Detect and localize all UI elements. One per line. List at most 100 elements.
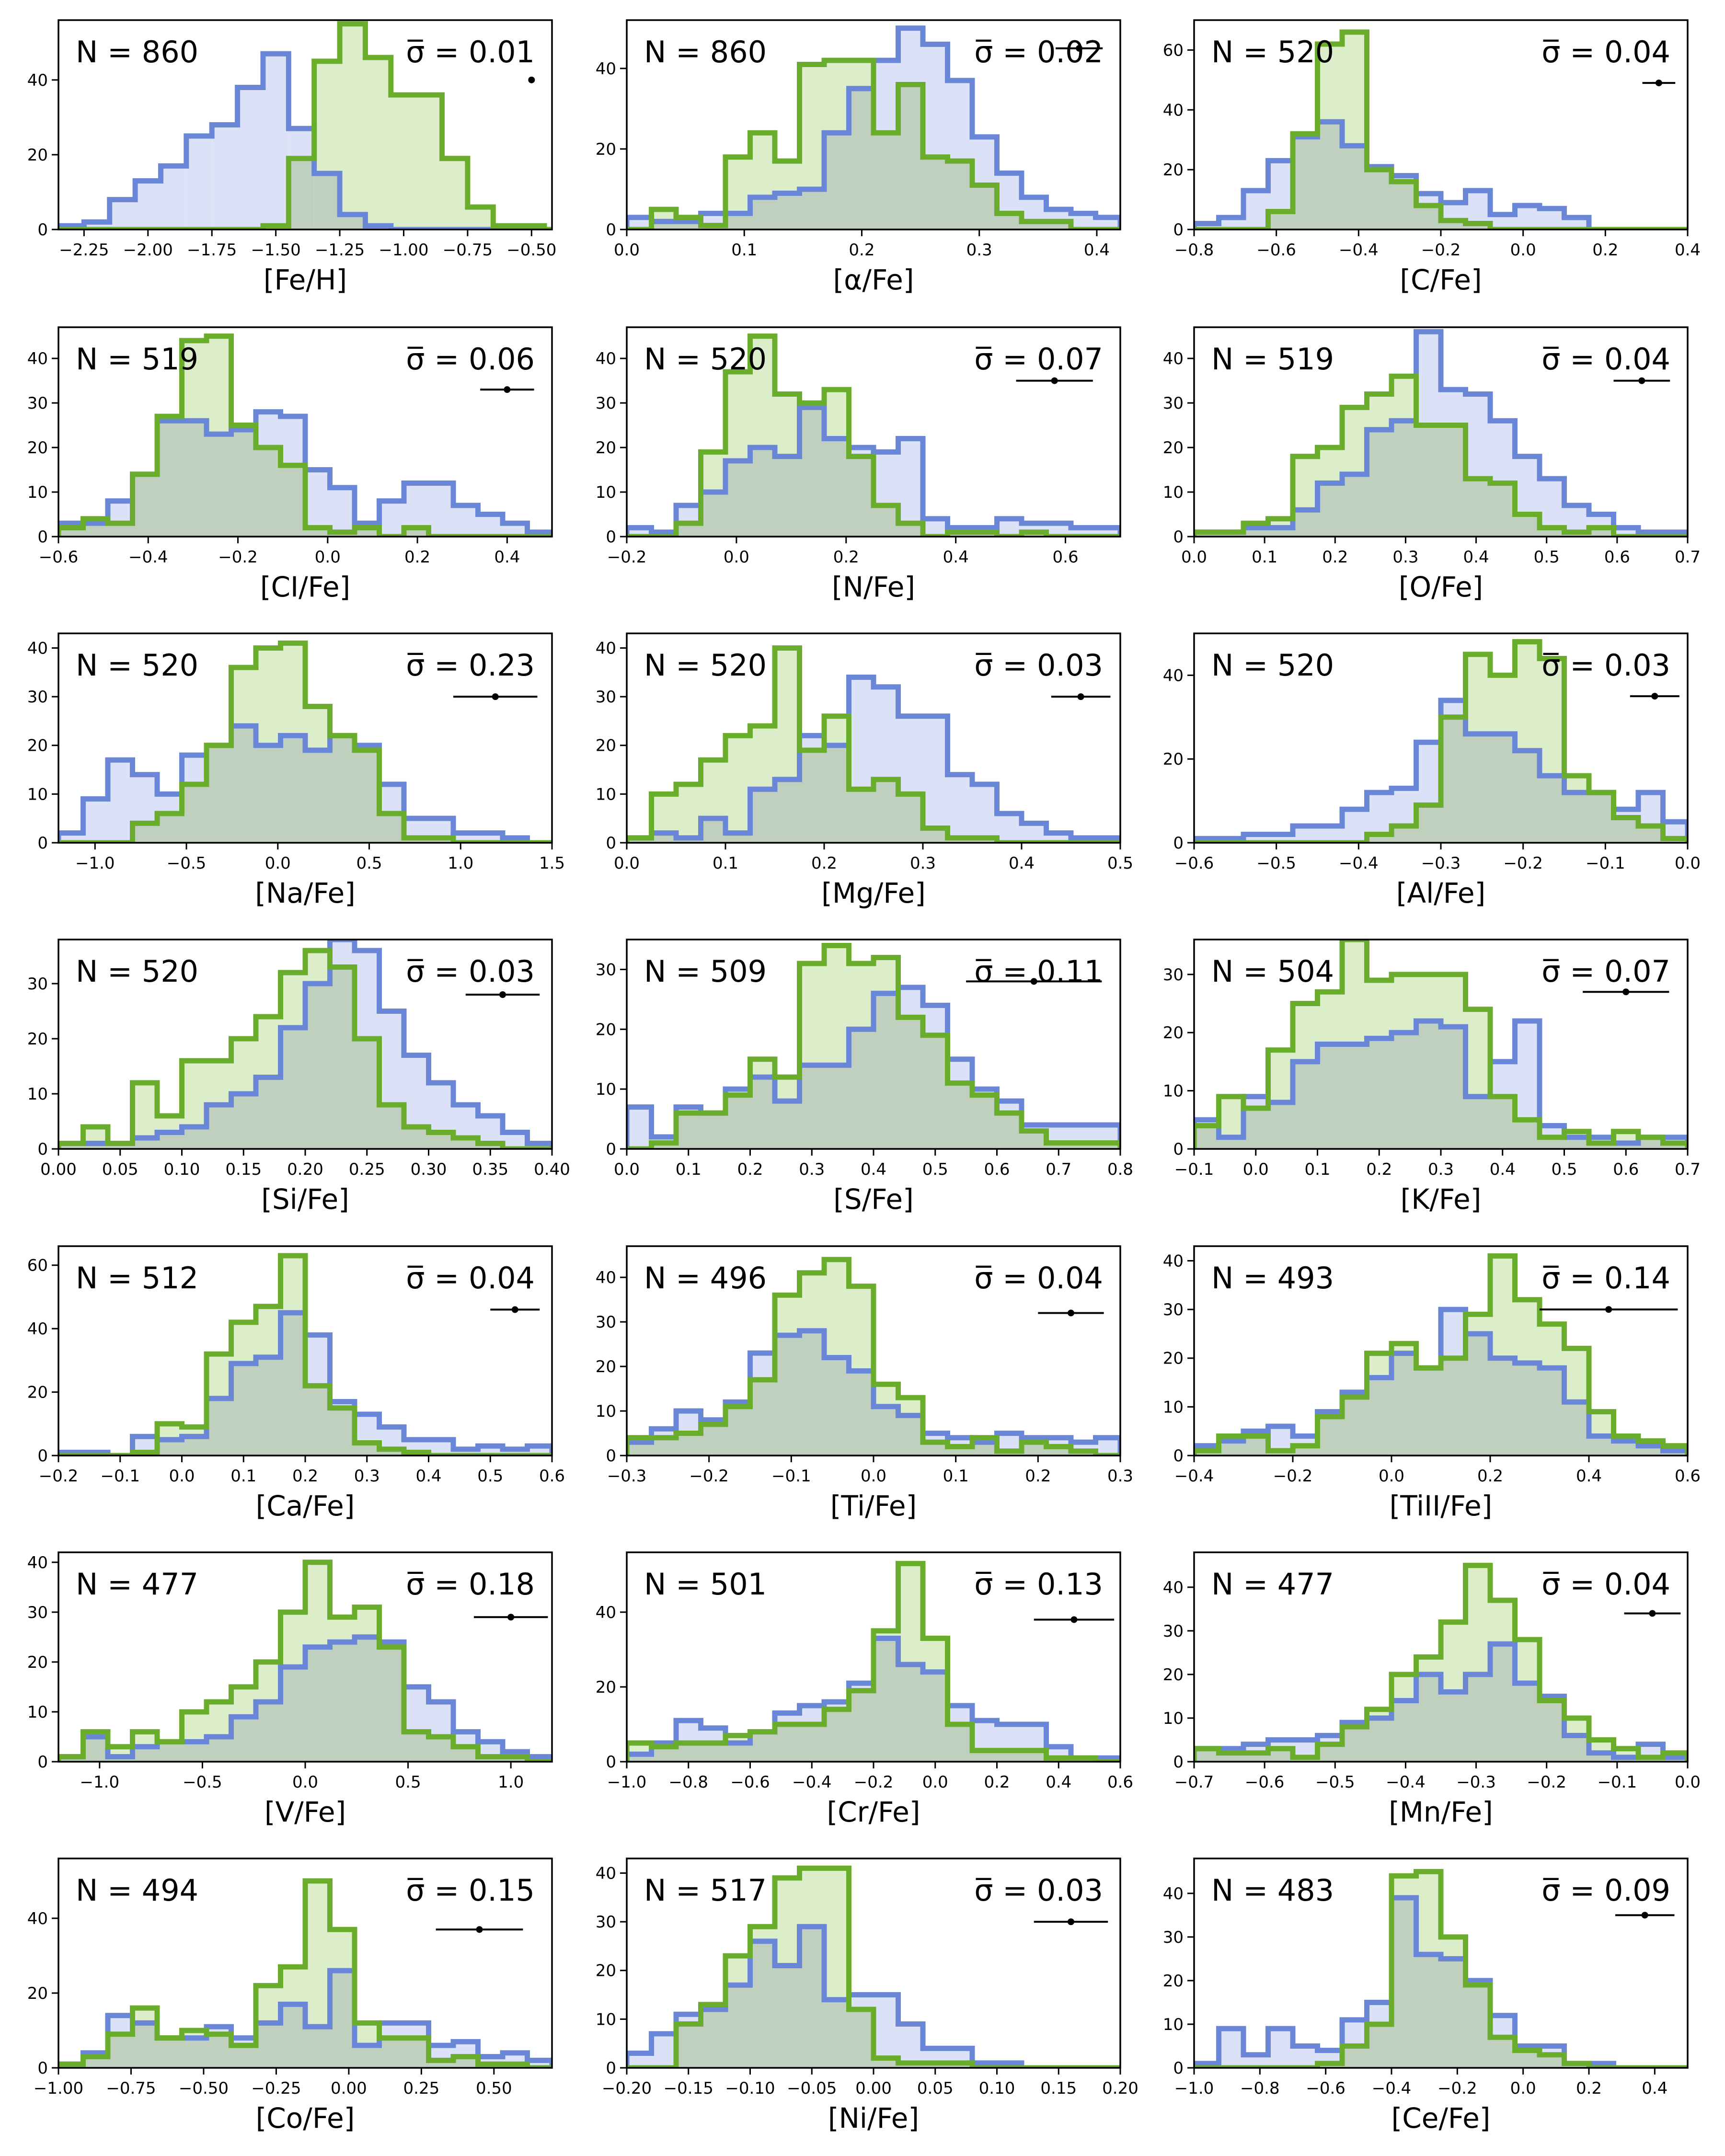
sigma-label: σ̅ = 0.04: [406, 1261, 535, 1296]
histogram-bin-excess: [182, 755, 207, 785]
histogram-bin-overlap: [824, 1065, 849, 1149]
x-tick-label: 0.0: [1181, 548, 1207, 567]
x-tick-label: 0.1: [676, 1160, 702, 1179]
x-tick-label: −0.5: [1256, 854, 1296, 873]
x-tick-label: −0.4: [1174, 1467, 1214, 1486]
histogram-bin-overlap: [379, 1105, 404, 1149]
y-tick-label: 30: [27, 975, 48, 994]
histogram-bin-excess: [1465, 190, 1490, 224]
histogram-bin-excess: [799, 1868, 824, 1927]
histogram-bin-overlap: [207, 1736, 231, 1762]
x-tick-label: −0.6: [39, 548, 79, 567]
histogram-bin-excess: [280, 416, 305, 466]
y-tick-label: 40: [27, 71, 48, 90]
histogram-bin-excess: [404, 483, 429, 528]
histogram-bin-overlap: [750, 1732, 775, 1762]
y-tick-label: 10: [596, 2010, 616, 2029]
histogram-bin-overlap: [305, 1386, 330, 1456]
x-tick-label: 0.4: [1490, 1160, 1516, 1179]
x-axis-label: [N/Fe]: [832, 571, 915, 603]
axes-frame: [626, 19, 1121, 230]
histogram-panel: 0.0 0.1 0.2 0.3 0.4 0 20 40 [α/Fe] N = 860 σ̅ = 0.…: [596, 19, 1121, 296]
error-bar-point: [1076, 45, 1083, 52]
y-tick-label: 20: [596, 1357, 616, 1376]
histogram-bin-overlap: [231, 1094, 256, 1149]
histogram-bin-overlap: [1392, 1032, 1416, 1149]
histogram-bin-overlap: [1392, 1700, 1416, 1762]
x-tick-label: −0.1: [100, 1467, 140, 1486]
histogram-bin-overlap: [1243, 1108, 1268, 1149]
x-axis-label: [Na/Fe]: [255, 877, 356, 909]
histogram-bin-overlap: [1317, 122, 1342, 229]
histogram-bin-overlap: [428, 1132, 453, 1149]
y-tick-label: 0: [37, 2059, 48, 2078]
y-tick-label: 0: [1173, 1140, 1184, 1159]
histogram-bin-overlap: [1515, 2050, 1540, 2068]
histogram-bin-excess: [824, 1259, 849, 1358]
histogram-bin-excess: [1564, 1348, 1589, 1402]
series-blue-outline: [58, 723, 552, 843]
histogram-bin-excess: [1367, 792, 1392, 835]
histogram-bin-excess: [135, 181, 161, 229]
histogram-bin-overlap: [182, 784, 207, 843]
histogram-bin-excess: [1416, 1657, 1441, 1674]
histogram-bin-overlap: [651, 1437, 676, 1456]
x-tick-label: 0.40: [534, 1160, 570, 1179]
x-tick-label: 0.4: [1576, 1467, 1602, 1486]
error-bar-point: [1068, 1309, 1074, 1317]
x-tick-label: −0.5: [183, 1773, 222, 1792]
histogram-bin-excess: [1564, 776, 1589, 793]
histogram-bin-overlap: [1342, 1397, 1367, 1456]
sample-size-label: N = 493: [1211, 1261, 1334, 1296]
histogram-bin-excess: [775, 1295, 800, 1335]
x-tick-label: −0.8: [1174, 241, 1214, 260]
histogram-bin-overlap: [1367, 1718, 1392, 1762]
x-tick-label: 0.8: [1107, 1160, 1133, 1179]
histogram-bin-overlap: [1392, 421, 1416, 537]
y-tick-label: 0: [606, 1140, 616, 1159]
histogram-bin-overlap: [453, 1138, 478, 1149]
histogram-bin-excess: [83, 1127, 108, 1144]
histogram-bin-excess: [849, 963, 874, 1030]
histogram-bin-excess: [280, 1967, 305, 2005]
y-tick-label: 0: [37, 528, 48, 547]
histogram-bin-overlap: [775, 1724, 800, 1762]
histogram-bin-overlap: [157, 1439, 182, 1456]
histogram-bin-excess: [305, 470, 330, 528]
axes-frame: [58, 19, 553, 230]
error-bar-point: [499, 991, 506, 998]
histogram-bin-excess: [627, 1743, 652, 1755]
x-tick-label: 0.5: [1107, 854, 1133, 873]
x-tick-label: −0.6: [730, 1773, 770, 1792]
error-bar-point: [1638, 377, 1645, 384]
histogram-bin-excess: [874, 1384, 898, 1407]
plot-area: [58, 21, 552, 229]
histogram-bin-excess: [627, 1107, 652, 1149]
error-bar-point: [492, 693, 499, 700]
histogram-bin-excess: [207, 336, 231, 435]
histogram-bin-excess: [701, 760, 725, 819]
series-green-outline: [627, 57, 1120, 229]
x-tick-label: 0.35: [472, 1160, 508, 1179]
histogram-panel: −0.4 −0.2 0.0 0.2 0.4 0.6 0 10 20 30 40 [TiII/Fe] N …: [1163, 1245, 1701, 1522]
histogram-bin-overlap: [305, 1647, 330, 1762]
histogram-bin-overlap: [1392, 1353, 1416, 1456]
x-tick-label: 1.5: [539, 854, 565, 873]
x-tick-label: −0.50: [179, 2079, 229, 2098]
histogram-bin-excess: [108, 760, 133, 843]
histogram-bin-excess: [428, 1702, 453, 1737]
histogram-bin-excess: [923, 44, 948, 157]
histogram-bin-overlap: [725, 1406, 750, 1456]
plot-area: [1194, 940, 1688, 1149]
histogram-bin-excess: [1490, 1256, 1515, 1358]
y-tick-label: 20: [1163, 1665, 1184, 1685]
histogram-bin-excess: [330, 1929, 355, 1971]
histogram-panel: −0.8 −0.6 −0.4 −0.2 0.0 0.2 0.4 0 20 40 60 [C/Fe] N …: [1163, 19, 1701, 296]
y-tick-label: 0: [1173, 1446, 1184, 1466]
histogram-bin-overlap: [750, 1379, 775, 1456]
histogram-bin-excess: [157, 1423, 182, 1440]
histogram-bin-overlap: [280, 465, 305, 537]
histogram-bin-overlap: [1416, 1674, 1441, 1762]
histogram-bin-excess: [824, 716, 849, 745]
error-bar-point: [1605, 1306, 1612, 1313]
